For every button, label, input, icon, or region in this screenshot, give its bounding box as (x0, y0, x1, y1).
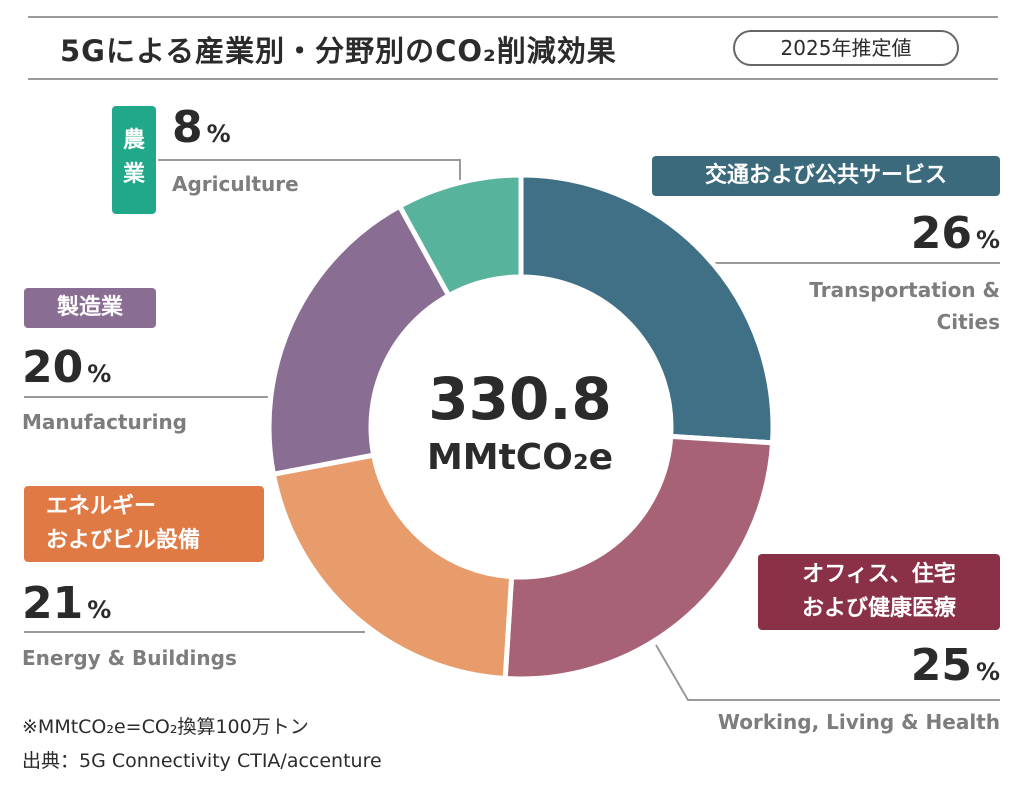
tag-line-1: 農 (122, 128, 145, 153)
pct-sign: % (87, 596, 112, 624)
pct-energy: 21% (22, 582, 111, 626)
pct-value: 25 (910, 640, 972, 691)
tag-line-2: およびビル設備 (46, 528, 201, 553)
title-underline-rule (28, 78, 998, 80)
tag-line-1: オフィス、住宅 (802, 562, 956, 587)
leader-agriculture (158, 159, 461, 185)
pct-manufacturing: 20% (22, 346, 111, 390)
slice-agriculture (396, 172, 524, 299)
pct-sign: % (206, 120, 231, 148)
tag-line-2: および健康医療 (801, 596, 956, 621)
source-note: 出典：5G Connectivity CTIA/accenture (22, 750, 382, 772)
page-title: 5Gによる産業別・分野別のCO₂削減効果 (60, 34, 617, 68)
label-transportation-1: Transportation & (809, 278, 1000, 302)
pct-sign: % (975, 226, 1000, 254)
tag-line-2: 業 (122, 162, 145, 187)
top-rule (28, 16, 998, 18)
label-agriculture: Agriculture (172, 172, 299, 196)
pct-agriculture: 8% (172, 106, 231, 150)
estimate-badge: 2025年推定値 (733, 30, 959, 66)
tag-agriculture: 農 業 (112, 106, 156, 214)
tag-energy: エネルギー およびビル設備 (24, 486, 264, 562)
tag-transportation: 交通および公共サービス (652, 156, 1000, 196)
pct-working-living: 25% (911, 644, 1000, 688)
donut-slices (266, 172, 776, 682)
unit-note: ※MMtCO₂e=CO₂換算100万トン (22, 716, 309, 738)
leader-working-living (655, 644, 1000, 701)
label-manufacturing: Manufacturing (22, 410, 187, 434)
pct-value: 20 (22, 342, 84, 393)
slice-energy (270, 452, 515, 682)
slice-transportation (518, 172, 776, 446)
label-energy: Energy & Buildings (22, 646, 237, 670)
tag-manufacturing: 製造業 (24, 288, 156, 328)
tag-working-living: オフィス、住宅 および健康医療 (758, 554, 1000, 630)
pct-sign: % (975, 658, 1000, 686)
total-unit: MMtCO₂e (426, 437, 614, 478)
pct-value: 21 (22, 578, 84, 629)
slice-manufacturing (266, 202, 453, 478)
pct-sign: % (87, 360, 112, 388)
pct-value: 26 (910, 208, 972, 259)
tag-line-1: エネルギー (46, 494, 157, 519)
label-working-living: Working, Living & Health (717, 710, 1000, 734)
slice-working-living (502, 433, 776, 682)
pct-value: 8 (172, 102, 203, 153)
leader-lines (24, 159, 1000, 701)
total-value: 330.8 (428, 365, 612, 433)
label-transportation-2: Cities (936, 310, 1000, 334)
pct-transportation: 26% (911, 212, 1000, 256)
